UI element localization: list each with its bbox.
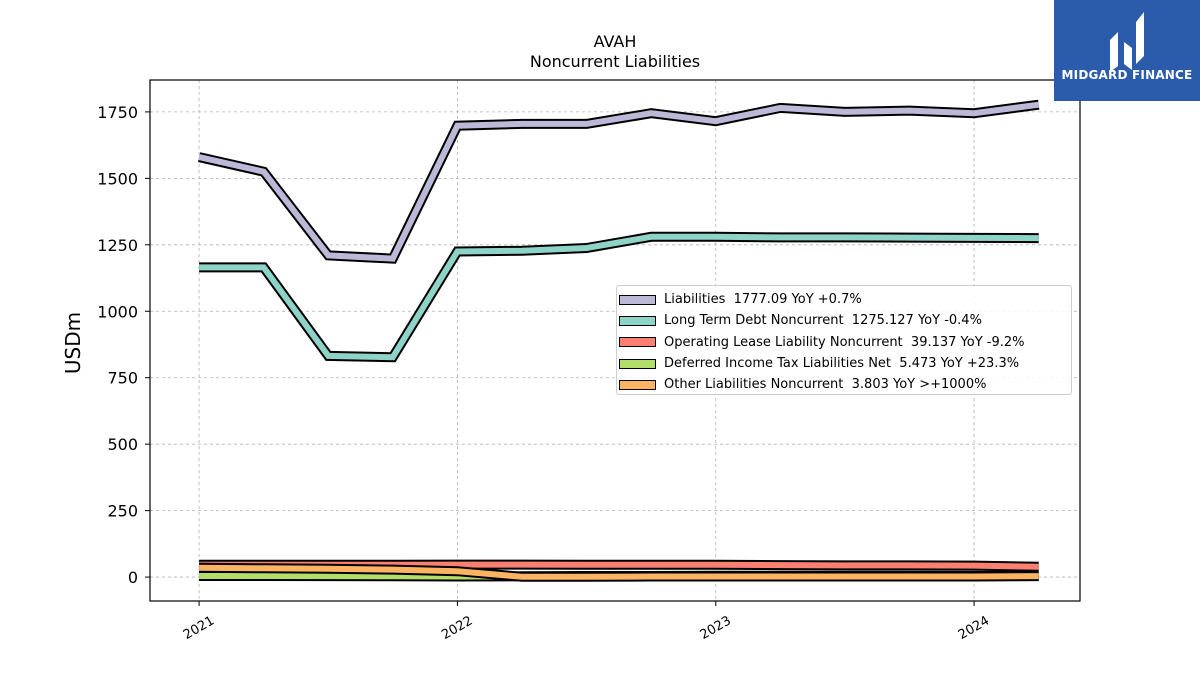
logo-text: MIDGARD FINANCE <box>1061 68 1193 82</box>
y-tick-label: 1750 <box>97 103 138 122</box>
legend-swatch <box>619 315 656 326</box>
plot-frame <box>149 79 1081 602</box>
legend-item: Other Liabilities Noncurrent 3.803 YoY >… <box>617 374 1071 395</box>
logo-mark-icon <box>1054 0 1200 101</box>
midgard-finance-logo: MIDGARD FINANCE <box>1054 0 1200 101</box>
y-tick-label: 500 <box>107 435 138 454</box>
series-line <box>199 233 1039 361</box>
y-axis-label: USDm <box>61 312 85 374</box>
legend-label: Operating Lease Liability Noncurrent 39.… <box>664 334 1025 350</box>
y-tick-label: 1000 <box>97 302 138 321</box>
legend-label: Other Liabilities Noncurrent 3.803 YoY >… <box>664 377 987 393</box>
y-tick-label: 250 <box>107 502 138 521</box>
y-tick-label: 1250 <box>97 236 138 255</box>
legend-label: Liabilities 1777.09 YoY +0.7% <box>664 292 862 308</box>
legend-item: Deferred Income Tax Liabilities Net 5.47… <box>617 353 1071 374</box>
chart-title: AVAH <box>593 32 637 51</box>
legend-label: Long Term Debt Noncurrent 1275.127 YoY -… <box>664 313 982 329</box>
x-tick-label: 2021 <box>181 613 217 643</box>
legend-item: Long Term Debt Noncurrent 1275.127 YoY -… <box>617 310 1071 331</box>
series-other-liabilities-noncurrent <box>199 562 1039 582</box>
series-group <box>197 99 1040 582</box>
x-tick-label: 2024 <box>956 613 992 643</box>
legend: Liabilities 1777.09 YoY +0.7% Long Term D… <box>616 285 1072 395</box>
legend-item: Operating Lease Liability Noncurrent 39.… <box>617 332 1071 353</box>
legend-label: Deferred Income Tax Liabilities Net 5.47… <box>664 356 1020 372</box>
legend-swatch <box>619 379 656 390</box>
legend-swatch <box>619 358 656 369</box>
x-tick-label: 2022 <box>439 613 475 643</box>
y-tick-label: 0 <box>128 568 138 587</box>
series-liabilities <box>197 99 1040 264</box>
x-tick-label: 2023 <box>698 613 734 643</box>
chart-subtitle: Noncurrent Liabilities <box>529 52 701 71</box>
legend-item: Liabilities 1777.09 YoY +0.7% <box>617 289 1071 310</box>
series-line <box>198 101 1040 262</box>
legend-swatch <box>619 337 656 348</box>
legend-swatch <box>619 294 656 305</box>
y-tick-label: 1500 <box>97 169 138 188</box>
y-tick-label: 750 <box>107 369 138 388</box>
series-line <box>199 564 1039 580</box>
series-long-term-debt-noncurrent <box>199 231 1039 363</box>
